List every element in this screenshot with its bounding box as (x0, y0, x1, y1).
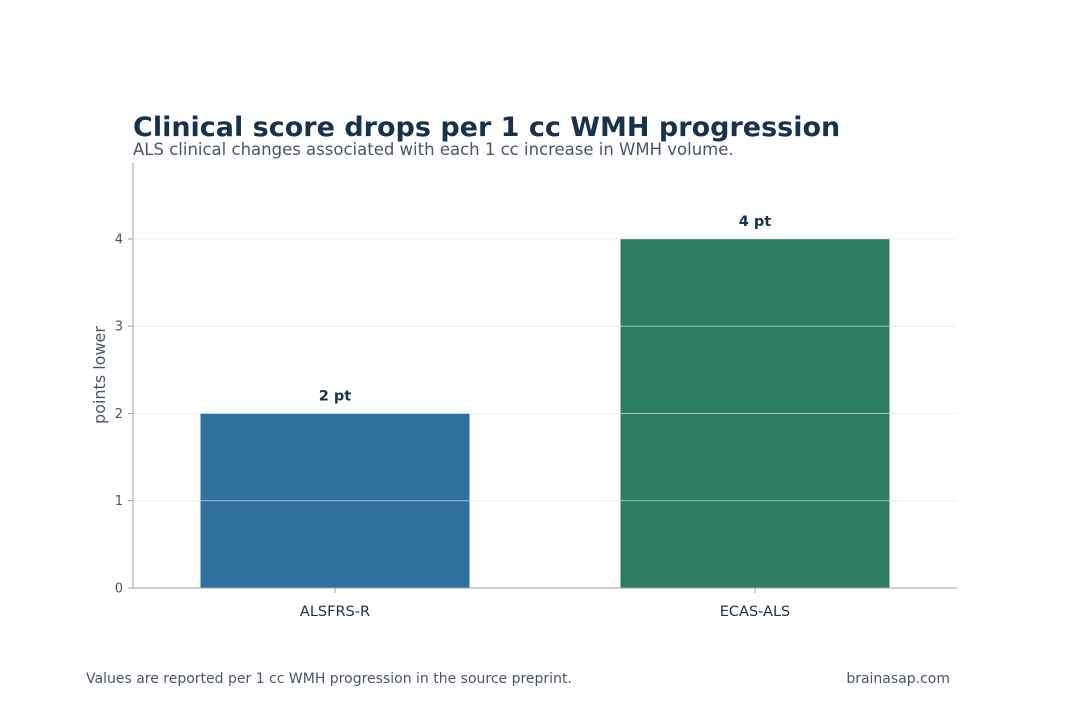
chart-title: Clinical score drops per 1 cc WMH progre… (133, 112, 841, 143)
data-label: 2 pt (319, 388, 352, 404)
y-tick-label: 3 (115, 320, 123, 335)
x-tick-label: ECAS-ALS (720, 604, 791, 620)
labels: 0 1 2 3 4 ALSFRS-R 2 pt ECAS-ALS 4 pt (115, 214, 791, 620)
y-tick-label: 2 (115, 407, 123, 422)
axes (128, 163, 957, 593)
y-tick-label: 0 (115, 582, 123, 597)
data-label: 4 pt (739, 214, 772, 230)
x-tick-label: ALSFRS-R (300, 604, 370, 620)
chart-subtitle: ALS clinical changes associated with eac… (133, 140, 734, 159)
footer-brand: brainasap.com (846, 671, 950, 687)
footer-note: Values are reported per 1 cc WMH progres… (86, 671, 572, 687)
y-tick-label: 1 (115, 494, 123, 509)
y-tick-label: 4 (115, 232, 123, 247)
gridlines-over-bars (133, 238, 957, 502)
y-axis-label: points lower (90, 326, 109, 424)
